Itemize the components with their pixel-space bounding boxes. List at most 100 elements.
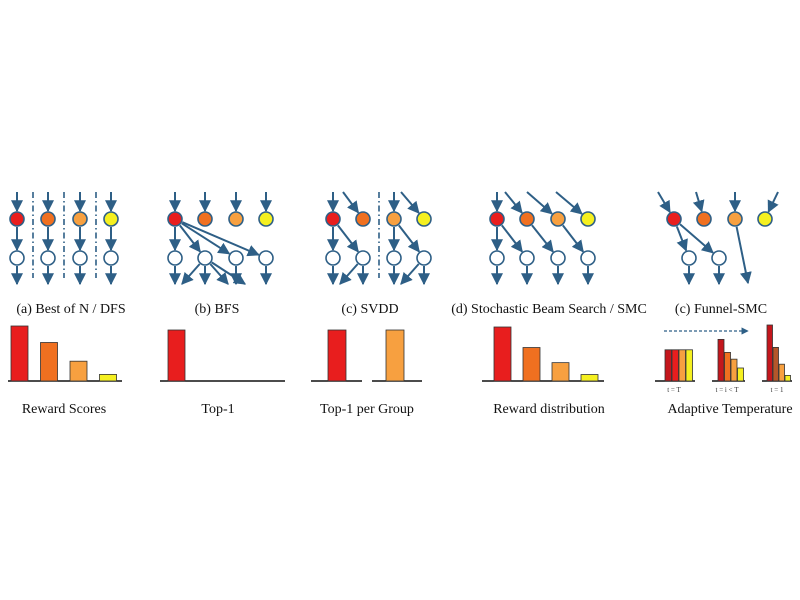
output-edge [339, 263, 359, 285]
bar-yellow [784, 374, 791, 382]
node-child [228, 250, 244, 266]
incoming-edge [657, 191, 671, 214]
expansion-edge [398, 224, 420, 253]
bar-orange_dark [40, 342, 58, 382]
caption-funnel-smc: (c) Funnel-SMC [675, 302, 767, 317]
bar-red [10, 325, 29, 382]
sublabel-top1: Top-1 [201, 402, 234, 417]
bar-dark_red [766, 324, 773, 382]
node-orange_dark [197, 211, 213, 227]
node-child [416, 250, 432, 266]
node-child [325, 250, 341, 266]
node-yellow [258, 211, 274, 227]
caption-best-of-n: (a) Best of N / DFS [16, 302, 125, 317]
node-child [103, 250, 119, 266]
bar-brown [772, 346, 779, 382]
tick-t-equals-T: t = T [667, 386, 681, 394]
node-yellow [757, 211, 773, 227]
bar-yellow [580, 374, 599, 382]
node-child [489, 250, 505, 266]
bar-orange_light [678, 349, 686, 382]
node-red [489, 211, 505, 227]
expansion-edge [179, 224, 201, 253]
expansion-edge [735, 226, 752, 285]
bar-dark_red [664, 349, 672, 382]
node-child [167, 250, 183, 266]
node-child [519, 250, 535, 266]
node-orange_dark [696, 211, 712, 227]
search-trees [9, 191, 779, 286]
output-edge [181, 263, 201, 285]
node-yellow [580, 211, 596, 227]
bar-orange_light [69, 360, 88, 382]
node-child [711, 250, 727, 266]
node-yellow [103, 211, 119, 227]
bar-red [327, 329, 347, 382]
tick-t-i-less-T: t = i < T [716, 386, 740, 394]
incoming-edge [692, 191, 705, 213]
expansion-edge [181, 222, 231, 255]
output-edge [209, 263, 229, 285]
sublabel-reward-distribution: Reward distribution [493, 402, 605, 417]
bar-orange_light [551, 362, 570, 382]
node-child [9, 250, 25, 266]
expansion-edge [337, 224, 359, 253]
node-orange_light [72, 211, 88, 227]
node-child [355, 250, 371, 266]
node-red [9, 211, 25, 227]
node-yellow [416, 211, 432, 227]
output-edge [211, 261, 247, 285]
bar-dark_red [717, 338, 725, 382]
node-red [325, 211, 341, 227]
bar-orange_dark [522, 347, 541, 382]
output-edge [400, 263, 420, 285]
bar-yellow [685, 349, 693, 382]
expansion-edge [679, 223, 714, 254]
bar-red [167, 329, 186, 382]
node-orange_dark [40, 211, 56, 227]
bar-orange_light [385, 329, 405, 382]
node-red [666, 211, 682, 227]
bar-orange_dark [724, 351, 731, 382]
incoming-edge [767, 191, 779, 213]
expansion-edge [181, 221, 260, 257]
node-child [386, 250, 402, 266]
sublabel-reward-scores: Reward Scores [22, 402, 106, 417]
node-child [580, 250, 596, 266]
bar-red [671, 349, 679, 382]
bar-yellow [99, 373, 117, 382]
caption-bfs: (b) BFS [195, 302, 240, 317]
node-child [681, 250, 697, 266]
sublabel-top1-per-group: Top-1 per Group [320, 402, 414, 417]
sublabel-adaptive-temperature: Adaptive Temperature [667, 402, 792, 417]
incoming-edge [504, 191, 523, 214]
node-orange_dark [519, 211, 535, 227]
expansion-edge [675, 226, 688, 252]
incoming-edge [342, 191, 360, 214]
node-child [550, 250, 566, 266]
caption-svdd: (c) SVDD [341, 302, 398, 317]
node-orange_light [727, 211, 743, 227]
caption-smc: (d) Stochastic Beam Search / SMC [451, 302, 647, 317]
node-orange_light [228, 211, 244, 227]
node-child [72, 250, 88, 266]
bar-orange_light [778, 363, 785, 382]
node-child [40, 250, 56, 266]
tick-t-equals-1: t = 1 [771, 386, 784, 394]
node-orange_dark [355, 211, 371, 227]
expansion-edge [501, 224, 523, 253]
expansion-edge [562, 224, 584, 253]
bar-charts [8, 324, 792, 382]
bar-red [493, 326, 512, 382]
node-orange_light [550, 211, 566, 227]
expansion-edge [531, 224, 554, 253]
node-orange_light [386, 211, 402, 227]
node-child [258, 250, 274, 266]
incoming-edge [400, 191, 420, 214]
node-child [197, 250, 213, 266]
node-red [167, 211, 183, 227]
bar-yellow [737, 367, 744, 382]
incoming-edge [555, 191, 583, 215]
incoming-edge [526, 191, 553, 215]
